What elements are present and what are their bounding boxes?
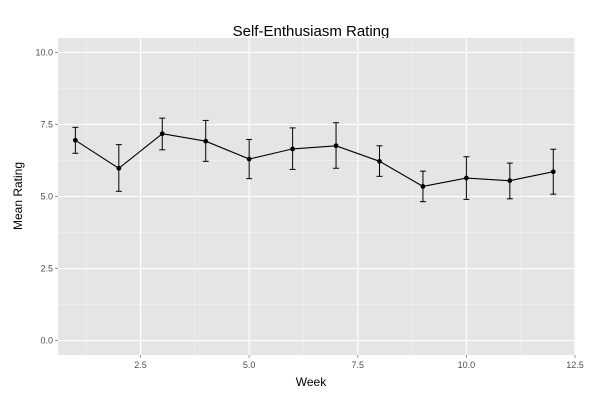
y-tick-label: 2.5	[40, 264, 53, 274]
data-point	[116, 165, 122, 171]
major-gridlines	[58, 38, 576, 355]
tick-labels: 2.5 5.0 7.5 10.0 12.5 0.0 2.5 5.0 7.5 10.0	[35, 47, 583, 370]
axis-ticks	[55, 52, 576, 358]
data-point	[377, 158, 382, 164]
data-point	[290, 146, 296, 152]
data-points	[72, 131, 556, 189]
y-axis-title: Mean Rating	[11, 162, 25, 230]
y-tick-label: 7.5	[40, 119, 53, 129]
x-tick-label: 10.0	[458, 360, 476, 370]
x-axis-title: Week	[296, 375, 327, 389]
data-point	[420, 184, 426, 189]
y-tick-label: 10.0	[35, 47, 53, 57]
x-tick-label: 12.5	[566, 360, 584, 370]
x-tick-label: 7.5	[352, 360, 365, 370]
x-tick-label: 5.0	[243, 360, 256, 370]
data-point	[72, 137, 78, 143]
data-point	[159, 131, 165, 137]
y-tick-label: 5.0	[40, 192, 53, 202]
chart-title: Self-Enthusiasm Rating	[233, 23, 390, 40]
series-line	[75, 133, 554, 187]
data-point	[203, 138, 209, 144]
y-tick-label: 0.0	[40, 336, 53, 346]
data-point	[246, 156, 252, 162]
data-point	[550, 169, 556, 175]
data-point	[463, 175, 469, 181]
data-point	[507, 178, 513, 184]
data-point	[333, 143, 339, 149]
x-tick-label: 2.5	[134, 360, 147, 370]
